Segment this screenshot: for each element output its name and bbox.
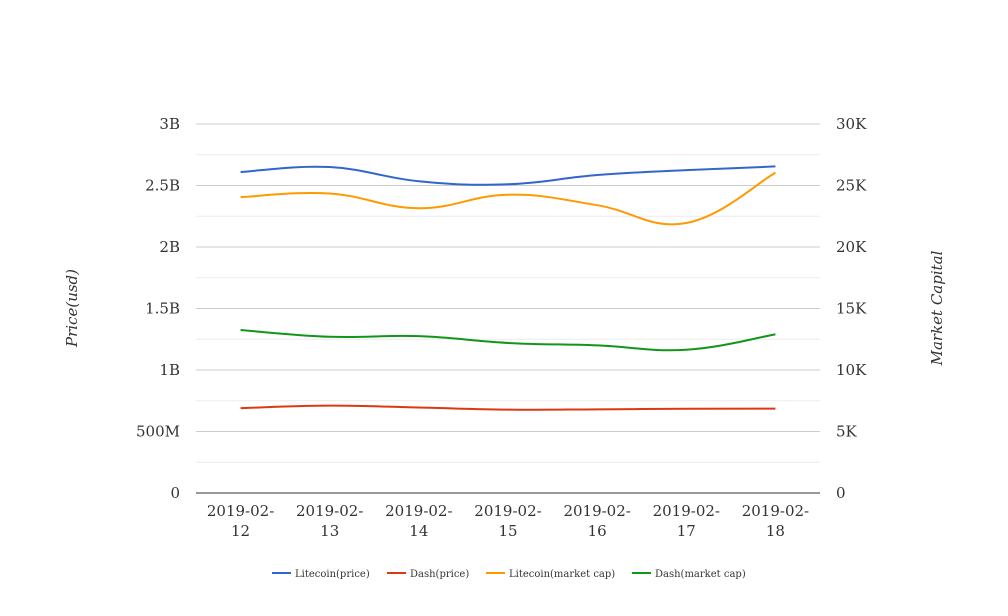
legend-label: Litecoin(price) (295, 569, 370, 580)
right-tick-label: 20K (836, 238, 867, 256)
right-tick-label: 15K (836, 300, 867, 318)
series-line-litecoin-price (240, 165, 776, 186)
series-line-dash-price (240, 404, 776, 411)
series-line-litecoin-market-cap (240, 171, 776, 226)
left-tick-label: 3B (159, 115, 180, 133)
right-tick-label: 10K (836, 361, 867, 379)
x-tick-label: 2019-02-13 (296, 502, 363, 540)
left-tick-label: 500M (136, 423, 180, 441)
x-tick-label: 2019-02-16 (563, 502, 630, 540)
gridlines (196, 123, 820, 463)
right-tick-label: 5K (836, 423, 858, 441)
left-tick-label: 0 (170, 484, 180, 502)
right-tick-label: 0 (836, 484, 846, 502)
left-axis-ticks: 0 500M 1B 1.5B 2B 2.5B 3B (136, 115, 180, 502)
right-axis-ticks: 0 5K 10K 15K 20K 25K 30K (836, 115, 867, 502)
right-tick-label: 30K (836, 115, 867, 133)
series-line-dash-market-cap (240, 329, 776, 352)
left-tick-label: 2B (159, 238, 180, 256)
legend-label: Litecoin(market cap) (509, 569, 615, 580)
x-tick-label: 2019-02-12 (207, 502, 274, 540)
legend: Litecoin(price) Dash(price) Litecoin(marke… (272, 569, 746, 580)
series-lines (240, 165, 776, 411)
x-tick-label: 2019-02-14 (385, 502, 452, 540)
left-tick-label: 1.5B (145, 300, 180, 318)
x-tick-label: 2019-02-17 (653, 502, 720, 540)
right-tick-label: 25K (836, 177, 867, 195)
left-tick-label: 2.5B (145, 177, 180, 195)
legend-label: Dash(market cap) (655, 569, 746, 580)
x-tick-label: 2019-02-18 (742, 502, 809, 540)
left-axis-title: Price(usd) (63, 269, 81, 348)
x-tick-label: 2019-02-15 (474, 502, 541, 540)
left-tick-label: 1B (159, 361, 180, 379)
legend-label: Dash(price) (410, 569, 469, 580)
right-axis-title: Market Capital (928, 250, 946, 366)
x-axis-ticks: 2019-02-12 2019-02-13 2019-02-14 2019-02-15… (207, 502, 809, 540)
